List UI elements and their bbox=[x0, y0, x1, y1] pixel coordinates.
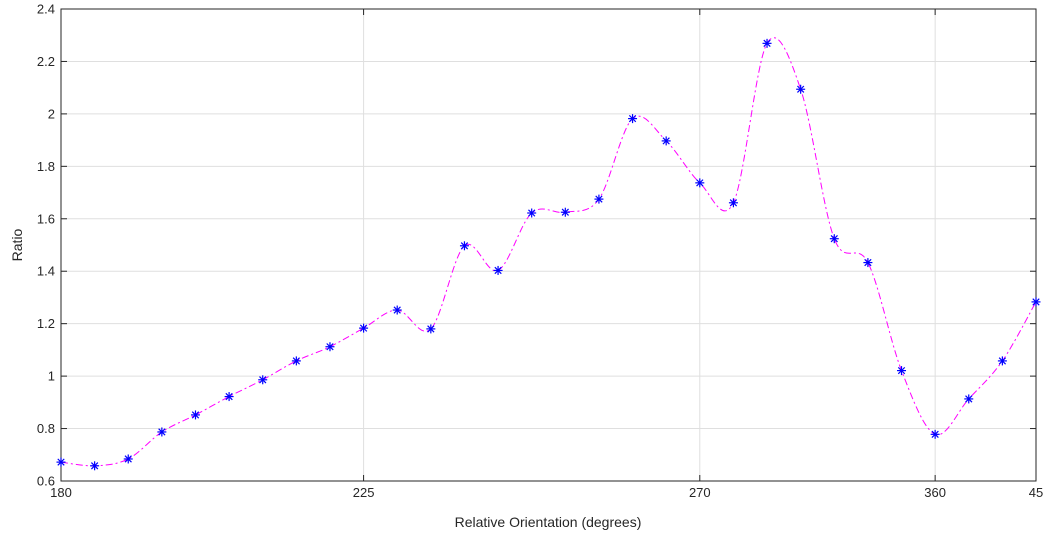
data-point bbox=[863, 258, 873, 268]
data-point bbox=[762, 38, 772, 48]
x-tick-label: 45 bbox=[1029, 485, 1043, 500]
marker-stroke bbox=[460, 242, 469, 250]
marker-stroke bbox=[528, 209, 536, 217]
x-tick-labels: 180 225 270 360 45 bbox=[50, 485, 1043, 500]
marker-stroke bbox=[1032, 298, 1040, 306]
data-point bbox=[661, 136, 671, 146]
marker-stroke bbox=[897, 366, 906, 375]
marker-stroke bbox=[259, 376, 267, 384]
y-tick-label: 1 bbox=[48, 369, 55, 384]
y-tick-labels: 0.6 0.8 1 1.2 1.4 1.6 1.8 2 2.2 2.4 bbox=[37, 2, 55, 489]
marker-stroke bbox=[595, 195, 603, 203]
marker-stroke bbox=[158, 428, 166, 436]
marker-stroke bbox=[225, 392, 233, 401]
y-axis-label: Ratio bbox=[9, 228, 25, 261]
x-tick-label: 180 bbox=[50, 485, 72, 500]
data-point bbox=[493, 265, 503, 275]
marker-stroke bbox=[696, 179, 704, 187]
marker-stroke bbox=[393, 306, 401, 314]
marker-stroke bbox=[494, 266, 502, 275]
marker-stroke bbox=[124, 455, 132, 463]
marker-stroke bbox=[427, 325, 435, 333]
plot-frame bbox=[60, 8, 1037, 482]
data-point bbox=[594, 194, 604, 204]
marker-stroke bbox=[864, 258, 872, 267]
data-point bbox=[964, 394, 974, 404]
marker-stroke bbox=[191, 411, 200, 419]
data-point bbox=[527, 208, 537, 218]
data-point bbox=[459, 241, 469, 251]
marker-stroke bbox=[57, 458, 65, 466]
data-point bbox=[560, 207, 570, 217]
marker-stroke bbox=[662, 137, 670, 145]
y-tick-label: 1.2 bbox=[37, 316, 55, 331]
data-markers bbox=[56, 38, 1041, 471]
y-tick-label: 2.4 bbox=[37, 2, 55, 17]
plot-background bbox=[61, 9, 1036, 481]
data-point bbox=[123, 454, 133, 464]
x-tick-label: 270 bbox=[689, 485, 711, 500]
axis-ticks bbox=[60, 8, 1037, 482]
marker-stroke bbox=[729, 199, 738, 207]
grid-lines bbox=[61, 9, 1036, 481]
marker-stroke bbox=[359, 324, 368, 332]
data-point bbox=[897, 366, 907, 376]
data-point bbox=[829, 234, 839, 244]
x-axis-label: Relative Orientation (degrees) bbox=[455, 514, 642, 530]
data-point bbox=[190, 410, 200, 420]
data-point bbox=[224, 392, 234, 402]
data-point bbox=[426, 324, 436, 334]
y-tick-label: 2.2 bbox=[37, 54, 55, 69]
marker-stroke bbox=[292, 357, 301, 365]
marker-stroke bbox=[830, 235, 838, 243]
data-point bbox=[90, 461, 100, 471]
marker-stroke bbox=[561, 208, 569, 216]
data-point bbox=[392, 305, 402, 315]
marker-stroke bbox=[628, 114, 637, 123]
marker-stroke bbox=[90, 462, 99, 470]
data-point bbox=[930, 429, 940, 439]
marker-stroke bbox=[931, 430, 939, 438]
data-point bbox=[258, 375, 268, 385]
data-point bbox=[325, 342, 335, 352]
y-tick-label: 2 bbox=[48, 106, 55, 121]
data-point bbox=[997, 356, 1007, 366]
data-point bbox=[728, 198, 738, 208]
series-line bbox=[60, 37, 1037, 467]
y-tick-label: 0.6 bbox=[37, 474, 55, 489]
data-point bbox=[1031, 297, 1041, 307]
data-point bbox=[796, 84, 806, 94]
marker-stroke bbox=[763, 39, 771, 48]
data-point bbox=[359, 323, 369, 333]
x-tick-label: 225 bbox=[353, 485, 375, 500]
data-point bbox=[628, 114, 638, 124]
data-point bbox=[56, 457, 66, 467]
y-tick-label: 0.8 bbox=[37, 421, 55, 436]
marker-stroke bbox=[998, 357, 1007, 365]
marker-stroke bbox=[965, 395, 973, 403]
y-tick-label: 1.6 bbox=[37, 211, 55, 226]
marker-stroke bbox=[796, 85, 805, 93]
y-tick-label: 1.8 bbox=[37, 159, 55, 174]
y-tick-label: 1.4 bbox=[37, 264, 55, 279]
data-point bbox=[157, 427, 167, 437]
x-tick-label: 360 bbox=[924, 485, 946, 500]
data-point bbox=[291, 356, 301, 366]
marker-stroke bbox=[326, 343, 334, 351]
data-point bbox=[695, 178, 705, 188]
